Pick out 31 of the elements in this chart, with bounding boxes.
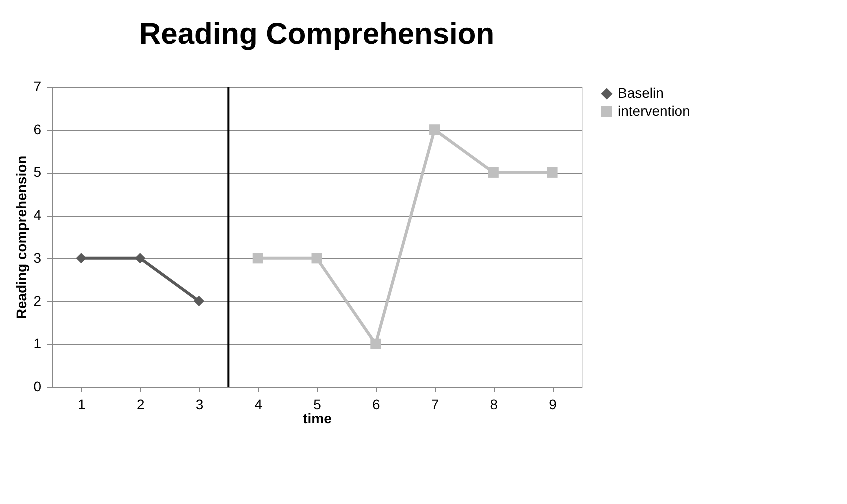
x-tick-label: 4 (254, 396, 263, 412)
point (547, 167, 558, 178)
point (312, 253, 322, 264)
legend-label: intervention (618, 103, 690, 119)
point (430, 124, 440, 136)
point (135, 253, 146, 264)
y-tick-label: 3 (34, 250, 42, 266)
x-tick-label: 2 (136, 396, 145, 412)
point (194, 296, 204, 307)
x-tick-label: 7 (431, 396, 440, 412)
y-tick-label: 0 (34, 378, 42, 394)
chart-title: Reading Comprehension (139, 18, 495, 51)
point (76, 253, 87, 264)
y-tick-label: 1 (34, 336, 42, 352)
x-tick-label: 3 (196, 396, 204, 412)
y-tick-label: 7 (34, 78, 42, 94)
y-tick-label: 4 (34, 207, 42, 224)
x-tick-label: 9 (549, 396, 558, 412)
x-tick-label: 1 (78, 396, 86, 412)
y-tick-label: 5 (34, 164, 42, 180)
y-tick-label: 2 (34, 292, 42, 309)
y-tick-label: 6 (34, 121, 42, 138)
x-tick-label: 8 (490, 396, 498, 412)
point (370, 338, 382, 350)
point (252, 253, 264, 264)
x-axis-title: time (303, 410, 332, 426)
legend-label: Baselin (618, 85, 664, 101)
x-tick-label: 6 (372, 396, 380, 412)
y-axis-title: Reading comprehension (14, 156, 30, 320)
x-tick-label: 5 (314, 396, 322, 412)
point (488, 167, 499, 178)
